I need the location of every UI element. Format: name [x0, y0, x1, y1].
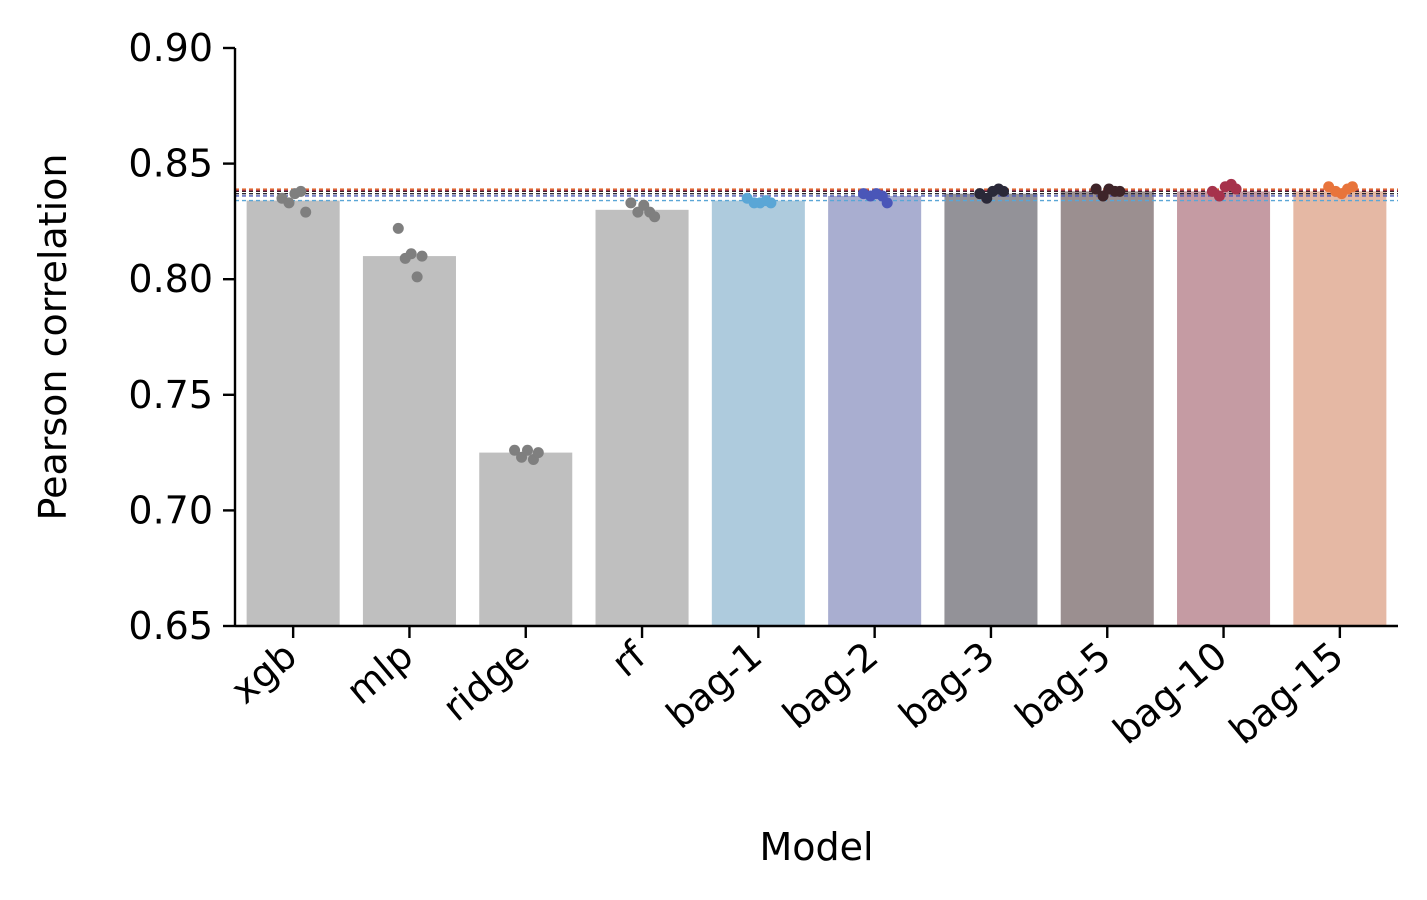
- bar-bag-2: [828, 195, 922, 626]
- x-tick-label-bag-3: bag-3: [891, 633, 1003, 737]
- point-bag-3-5: [998, 185, 1010, 197]
- y-tick-label: 0.80: [128, 257, 213, 301]
- x-axis-title: Model: [759, 825, 873, 869]
- y-tick-label: 0.90: [128, 26, 213, 70]
- bar-bag-5: [1060, 191, 1154, 626]
- x-tick-label-bag-1: bag-1: [658, 633, 770, 737]
- axes-layer: [233, 48, 1398, 628]
- point-bag-10-5: [1230, 183, 1242, 195]
- y-tick-label: 0.85: [128, 142, 213, 186]
- bar-rf: [595, 209, 689, 626]
- x-tick-label-bag-10: bag-10: [1105, 633, 1236, 753]
- y-tick-label: 0.70: [128, 488, 213, 532]
- x-tick-label-bag-5: bag-5: [1007, 633, 1119, 737]
- point-bag-2-5: [881, 197, 893, 209]
- y-axis-title: Pearson correlation: [31, 154, 75, 521]
- point-mlp-4: [411, 271, 423, 283]
- bar-bag-1: [711, 200, 805, 627]
- bar-ridge: [479, 452, 573, 626]
- x-tick-label-bag-15: bag-15: [1221, 633, 1352, 753]
- bar-bag-10: [1177, 191, 1271, 626]
- y-tick-label: 0.75: [128, 373, 213, 417]
- point-rf-5: [649, 211, 661, 223]
- x-tick-label-bag-2: bag-2: [774, 633, 886, 737]
- point-ridge-5: [532, 447, 544, 459]
- point-bag-5-5: [1114, 185, 1126, 197]
- bars-layer: [246, 191, 1387, 627]
- x-tick-label-rf: rf: [603, 632, 655, 685]
- bar-bag-15: [1293, 191, 1387, 626]
- point-mlp-5: [416, 250, 428, 262]
- bar-mlp: [362, 256, 456, 626]
- point-xgb-5: [300, 206, 312, 218]
- point-bag-1-5: [765, 197, 777, 209]
- x-ticks: xgb mlp ridge rf bag-1 bag-2 bag-3 bag-5bag-10b…: [222, 626, 1352, 753]
- point-rf-1: [625, 197, 637, 209]
- point-mlp-3: [405, 248, 417, 260]
- bar-bag-3: [944, 193, 1038, 626]
- point-ridge-1: [509, 444, 521, 456]
- point-bag-10-2: [1213, 190, 1225, 202]
- point-bag-5-1: [1090, 183, 1102, 195]
- x-tick-label-mlp: mlp: [338, 633, 421, 713]
- point-xgb-2: [283, 197, 295, 209]
- reference-lines-layer: [235, 188, 1398, 202]
- point-mlp-1: [392, 222, 404, 234]
- point-xgb-4: [295, 185, 307, 197]
- point-ridge-3: [521, 444, 533, 456]
- x-tick-label-xgb: xgb: [222, 633, 304, 712]
- bar-xgb: [246, 200, 340, 627]
- y-tick-label: 0.65: [128, 604, 213, 648]
- y-ticks: 0.65 0.70 0.75 0.80 0.85 0.90: [128, 26, 235, 648]
- points-layer: [276, 178, 1358, 466]
- x-tick-label-ridge: ridge: [434, 633, 537, 730]
- point-bag-15-5: [1346, 181, 1358, 193]
